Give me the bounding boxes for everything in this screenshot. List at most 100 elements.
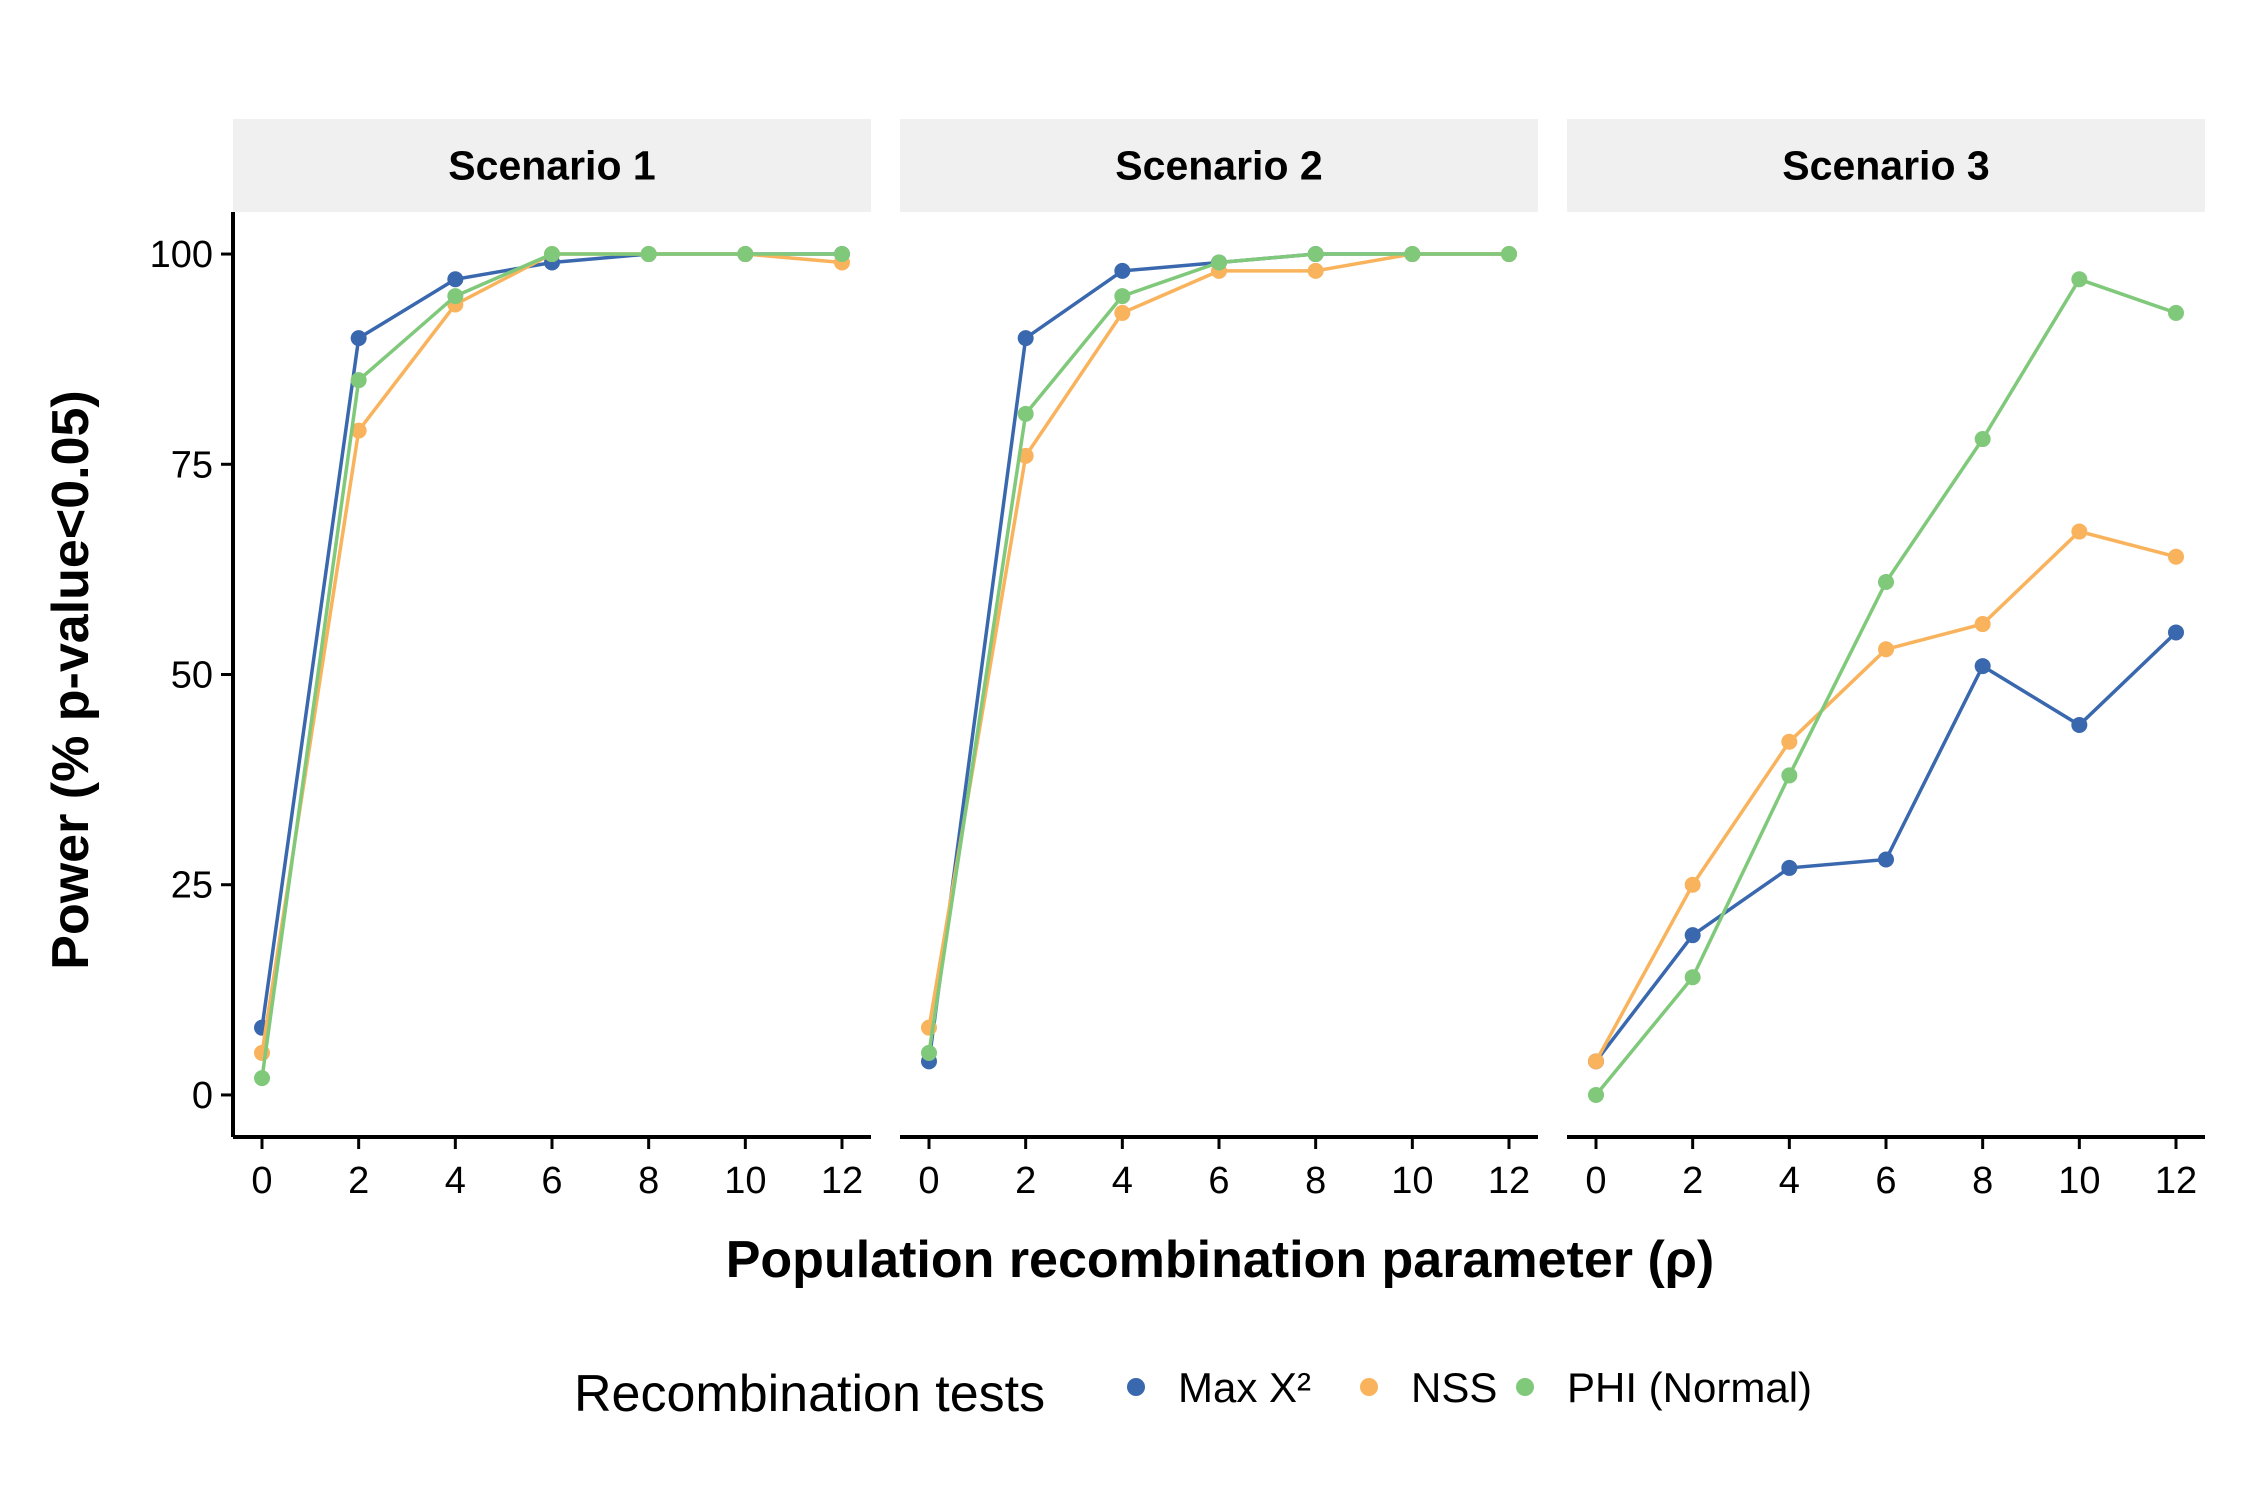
- x-tick-label: 0: [1585, 1160, 1606, 1202]
- legend-key: [1516, 1378, 1534, 1396]
- data-point: [1588, 1053, 1604, 1070]
- data-point: [834, 246, 850, 263]
- panel-scenario-3: Scenario 3 0 2 4 6 8 10 12: [1567, 119, 2205, 1202]
- facet-strip: [1567, 119, 2205, 212]
- data-point: [2168, 548, 2184, 565]
- data-point: [2071, 716, 2088, 733]
- y-tick-label: 25: [171, 865, 213, 907]
- series-line: [927, 252, 1509, 1028]
- data-point: [2168, 304, 2184, 321]
- data-point: [2071, 523, 2088, 540]
- legend-title: Recombination tests: [574, 1365, 1045, 1423]
- data-point: [254, 1070, 270, 1087]
- series-line: [1594, 631, 2178, 1063]
- data-point: [1114, 304, 1131, 321]
- series-max-x2: [921, 246, 1517, 1070]
- x-tick-label: 4: [445, 1160, 466, 1202]
- y-tick-label: 100: [150, 234, 213, 276]
- data-point: [1017, 405, 1034, 422]
- x-tick-label: 0: [251, 1160, 272, 1202]
- series-line: [260, 252, 843, 1054]
- data-point: [1974, 658, 1991, 675]
- x-tick-label: 10: [1391, 1160, 1433, 1202]
- legend: Recombination tests Max X² NSS PHI (Normal…: [574, 1364, 1812, 1423]
- series-line: [260, 252, 842, 1028]
- data-point: [1211, 254, 1227, 271]
- legend-entry: PHI (Normal): [1516, 1364, 1812, 1411]
- legend-label: NSS: [1411, 1364, 1497, 1411]
- x-tick-label: 4: [1112, 1160, 1133, 1202]
- data-point: [640, 246, 657, 263]
- data-point: [447, 271, 464, 288]
- data-point: [1878, 574, 1894, 590]
- series-line: [260, 252, 842, 1079]
- y-axis-title: Power (% p-value<0.05): [42, 390, 100, 969]
- series-line: [1594, 277, 2177, 1097]
- panel-scenario-1: Scenario 1 0 25 50 75 100 0 2 4 6 8 10 12: [150, 119, 871, 1202]
- x-tick-label: 12: [1488, 1160, 1530, 1202]
- x-tick-label: 8: [1972, 1160, 1993, 1202]
- x-tick-label: 4: [1779, 1160, 1800, 1202]
- data-point: [350, 422, 367, 439]
- legend-entry: Max X²: [1127, 1364, 1311, 1411]
- legend-label: Max X²: [1178, 1364, 1311, 1411]
- facet-title: Scenario 3: [1782, 143, 1989, 189]
- x-tick-label: 0: [918, 1160, 939, 1202]
- series-line: [1594, 529, 2177, 1063]
- data-point: [1781, 733, 1798, 750]
- data-point: [1781, 859, 1798, 876]
- series-line: [927, 252, 1509, 1054]
- x-tick-label: 8: [1305, 1160, 1326, 1202]
- data-point: [1307, 262, 1324, 279]
- data-point: [1017, 330, 1034, 347]
- data-point: [350, 372, 367, 389]
- panel-scenario-2: Scenario 2 0 2 4 6 8 10 12: [900, 119, 1538, 1202]
- data-point: [544, 246, 560, 263]
- series-phi-normal: [254, 246, 850, 1087]
- series-max-x2: [1588, 624, 2184, 1070]
- data-point: [1684, 969, 1701, 986]
- x-tick-label: 2: [348, 1160, 369, 1202]
- legend-label: PHI (Normal): [1567, 1364, 1812, 1411]
- data-point: [1684, 876, 1701, 893]
- series-phi-normal: [921, 246, 1517, 1061]
- data-point: [1974, 431, 1991, 448]
- data-point: [1307, 246, 1324, 263]
- x-tick-label: 6: [1875, 1160, 1896, 1202]
- data-point: [1878, 641, 1894, 658]
- series-nss: [1588, 523, 2184, 1070]
- data-point: [2168, 624, 2184, 641]
- facet-title: Scenario 1: [448, 143, 655, 189]
- x-axis-title: Population recombination parameter (ρ): [726, 1231, 1715, 1289]
- legend-key: [1360, 1378, 1378, 1396]
- x-tick-label: 6: [1208, 1160, 1229, 1202]
- x-tick-label: 10: [724, 1160, 766, 1202]
- x-tick-label: 10: [2058, 1160, 2100, 1202]
- data-point: [737, 246, 754, 263]
- facet-strip: [233, 119, 871, 212]
- data-point: [1781, 767, 1798, 784]
- data-point: [350, 330, 367, 347]
- legend-key: [1127, 1378, 1145, 1396]
- data-point: [1588, 1086, 1604, 1103]
- facet-title: Scenario 2: [1115, 143, 1322, 189]
- series-nss: [921, 246, 1517, 1036]
- y-tick-label: 75: [171, 444, 213, 486]
- x-tick-label: 12: [2155, 1160, 2197, 1202]
- x-tick-label: 12: [821, 1160, 863, 1202]
- legend-entry: NSS: [1360, 1364, 1497, 1411]
- y-tick-label: 0: [192, 1075, 213, 1117]
- series-max-x2: [254, 246, 850, 1036]
- x-tick-label: 2: [1015, 1160, 1036, 1202]
- data-point: [921, 1044, 937, 1061]
- data-point: [1404, 246, 1421, 263]
- x-tick-label: 2: [1682, 1160, 1703, 1202]
- series-line: [927, 252, 1509, 1062]
- x-tick-label: 6: [541, 1160, 562, 1202]
- data-point: [1501, 246, 1517, 263]
- data-point: [1114, 288, 1131, 305]
- data-point: [2071, 271, 2088, 288]
- x-tick-label: 8: [638, 1160, 659, 1202]
